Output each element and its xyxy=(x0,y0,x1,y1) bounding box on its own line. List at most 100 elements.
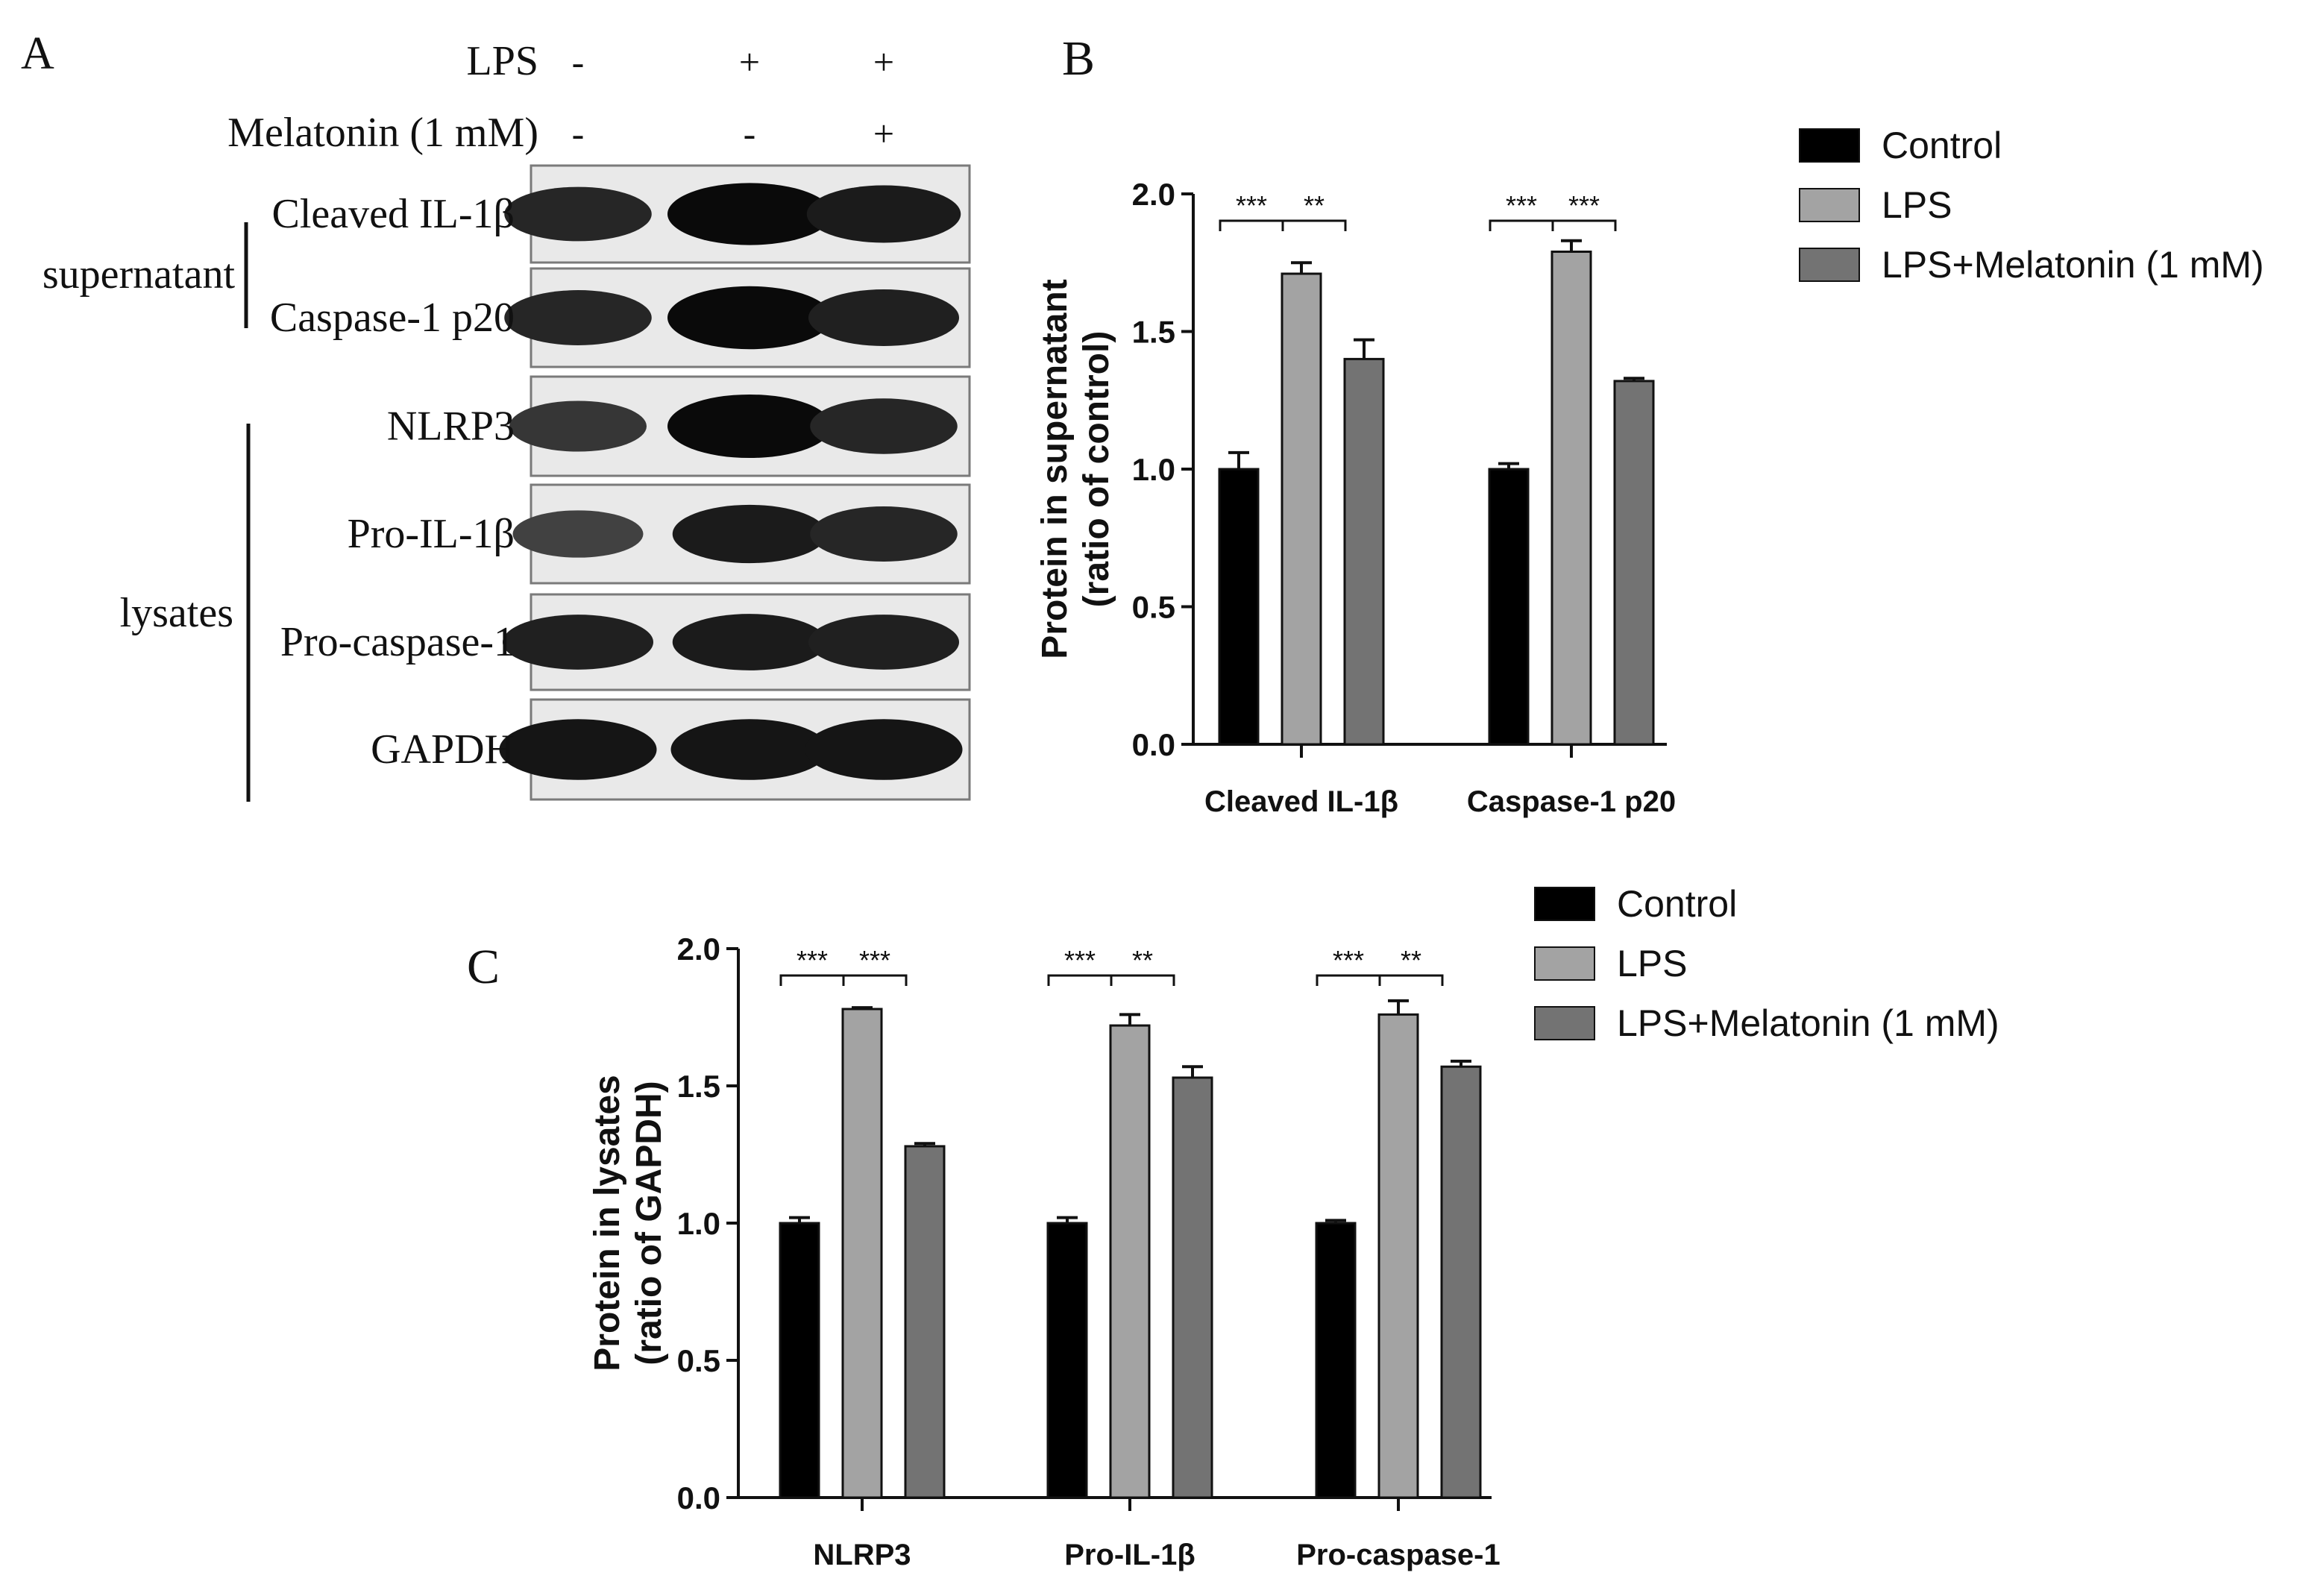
y-tick-label: 0.5 xyxy=(1132,590,1175,625)
blot-band xyxy=(808,615,959,670)
condition-mark: + xyxy=(873,41,894,83)
band-label: GAPDH xyxy=(371,726,515,773)
significance-bracket xyxy=(1219,219,1284,231)
significance-label: *** xyxy=(796,945,828,975)
y-axis-label-line: (ratio of control) xyxy=(1077,331,1116,608)
band-label: Caspase-1 p20 xyxy=(270,295,515,341)
y-tick-label: 0.0 xyxy=(677,1480,720,1515)
condition-mark: - xyxy=(744,113,756,154)
panel-label: B xyxy=(1062,31,1095,86)
blot-band xyxy=(667,286,832,350)
legend-swatch xyxy=(1534,1006,1595,1040)
bar xyxy=(1281,272,1322,746)
condition-label: LPS xyxy=(467,38,539,84)
significance-bracket xyxy=(1316,974,1381,986)
blot-band xyxy=(806,185,961,243)
bar xyxy=(841,1008,883,1499)
group-label: lysates xyxy=(120,590,233,636)
band-label: NLRP3 xyxy=(387,403,515,450)
bar xyxy=(904,1145,946,1499)
significance-bracket xyxy=(1047,974,1113,986)
y-tick-label: 0.0 xyxy=(1132,727,1175,762)
legend-label: LPS xyxy=(1882,184,1952,226)
y-axis-label-line: Protein in lysates xyxy=(588,1075,627,1371)
panel-c-bar-chart: C 0.0 0.5 1.0 1.5 2.0 Protein in lysates(ratio… xyxy=(467,883,1999,1571)
blot-band xyxy=(805,719,963,780)
legend-label: LPS xyxy=(1617,943,1688,984)
blot-band xyxy=(499,719,657,780)
bar xyxy=(779,1222,820,1499)
legend-swatch xyxy=(1799,128,1860,163)
legend-swatch xyxy=(1534,946,1595,981)
blot-band xyxy=(670,719,829,780)
bar xyxy=(1315,1222,1357,1499)
significance-bracket xyxy=(1281,219,1347,231)
x-tick-label: Caspase-1 p20 xyxy=(1467,785,1676,818)
significance-label: *** xyxy=(859,945,890,975)
panel-label: C xyxy=(467,940,500,994)
blot-band xyxy=(667,183,832,245)
bar xyxy=(1343,357,1385,746)
significance-label: ** xyxy=(1304,190,1325,221)
x-tick-label: Cleaved IL-1β xyxy=(1204,785,1398,818)
x-tick-label: NLRP3 xyxy=(813,1539,911,1571)
significance-label: *** xyxy=(1064,945,1096,975)
significance-label: ** xyxy=(1132,945,1153,975)
bar xyxy=(1550,250,1592,746)
panel-a-western-blot: A LPS - + +Melatonin (1 mM) - - +Cleaved IL-1βC… xyxy=(21,28,971,802)
legend-label: LPS+Melatonin (1 mM) xyxy=(1882,244,2264,286)
y-tick-label: 0.5 xyxy=(677,1343,720,1378)
significance-bracket xyxy=(842,974,908,986)
blot-band xyxy=(512,510,644,558)
legend-swatch xyxy=(1799,248,1860,282)
condition-mark: + xyxy=(739,41,760,83)
blot-band xyxy=(503,615,653,670)
band-label: Pro-caspase-1 xyxy=(280,619,515,665)
panel-b-bar-chart: B 0.0 0.5 1.0 1.5 2.0 Protein in supernatant(r… xyxy=(1035,31,2264,818)
legend-label: Control xyxy=(1882,125,2002,166)
bar xyxy=(1109,1024,1151,1499)
legend-swatch xyxy=(1534,887,1595,921)
y-tick-label: 2.0 xyxy=(677,931,720,967)
bar xyxy=(1613,380,1655,746)
y-axis-label: Protein in supernatant(ratio of control) xyxy=(1035,279,1116,659)
significance-bracket xyxy=(1378,974,1444,986)
blot-band xyxy=(504,290,652,345)
condition-mark: - xyxy=(572,41,585,83)
x-tick-label: Pro-IL-1β xyxy=(1064,1539,1195,1571)
significance-bracket xyxy=(1110,974,1175,986)
significance-label: *** xyxy=(1506,190,1537,221)
legend-swatch xyxy=(1799,188,1860,222)
y-tick-label: 1.0 xyxy=(677,1206,720,1241)
condition-mark: - xyxy=(572,113,585,154)
legend-label: Control xyxy=(1617,883,1737,925)
significance-label: *** xyxy=(1333,945,1364,975)
significance-bracket xyxy=(779,974,845,986)
bar xyxy=(1440,1065,1482,1499)
y-axis-label-line: (ratio of GAPDH) xyxy=(629,1081,669,1365)
bar xyxy=(1046,1222,1088,1499)
significance-label: *** xyxy=(1236,190,1267,221)
panel-label: A xyxy=(21,28,54,79)
bar xyxy=(1488,468,1530,746)
legend-label: LPS+Melatonin (1 mM) xyxy=(1617,1002,1999,1044)
y-axis-label-line: Protein in supernatant xyxy=(1035,279,1075,659)
y-tick-label: 1.5 xyxy=(677,1069,720,1104)
blot-band xyxy=(672,504,827,564)
band-label: Cleaved IL-1β xyxy=(272,191,515,237)
group-label: supernatant xyxy=(43,251,236,298)
x-tick-label: Pro-caspase-1 xyxy=(1296,1539,1500,1571)
significance-label: *** xyxy=(1568,190,1600,221)
condition-mark: + xyxy=(873,113,894,154)
blot-band xyxy=(504,186,652,242)
significance-bracket xyxy=(1489,219,1554,231)
blot-band xyxy=(667,394,832,459)
blot-band xyxy=(509,400,647,452)
y-axis-label: Protein in lysates(ratio of GAPDH) xyxy=(588,1075,669,1371)
blot-band xyxy=(810,398,958,454)
blot-band xyxy=(672,614,827,670)
significance-bracket xyxy=(1551,219,1617,231)
condition-label: Melatonin (1 mM) xyxy=(227,110,538,156)
band-label: Pro-IL-1β xyxy=(348,511,515,557)
